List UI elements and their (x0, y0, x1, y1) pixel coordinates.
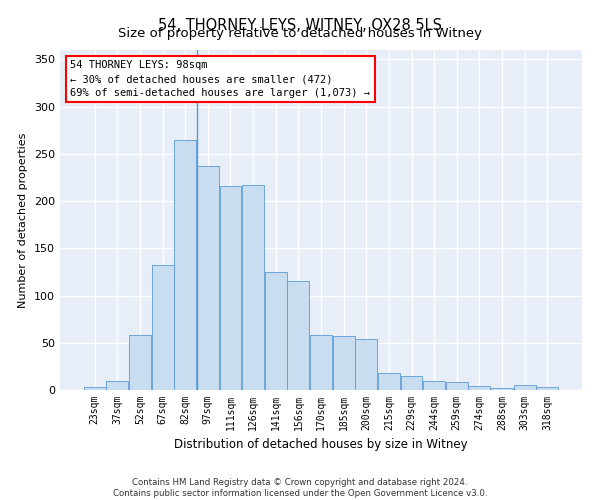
Bar (355, 339, 377, 390)
Bar (84, 387, 106, 390)
Bar (174, 140, 196, 390)
Bar (265, 272, 287, 390)
Text: Size of property relative to detached houses in Witney: Size of property relative to detached ho… (118, 28, 482, 40)
Text: 54 THORNEY LEYS: 98sqm
← 30% of detached houses are smaller (472)
69% of semi-de: 54 THORNEY LEYS: 98sqm ← 30% of detached… (70, 60, 370, 98)
Text: Contains HM Land Registry data © Crown copyright and database right 2024.
Contai: Contains HM Land Registry data © Crown c… (113, 478, 487, 498)
Bar (197, 166, 219, 390)
Bar (152, 266, 173, 390)
Y-axis label: Number of detached properties: Number of detached properties (19, 132, 28, 308)
Bar (446, 382, 468, 390)
Bar (129, 335, 151, 390)
Bar (287, 282, 310, 390)
Bar (536, 387, 558, 390)
Bar (106, 380, 128, 390)
Bar (401, 376, 422, 390)
Text: 54, THORNEY LEYS, WITNEY, OX28 5LS: 54, THORNEY LEYS, WITNEY, OX28 5LS (158, 18, 442, 32)
Bar (310, 335, 332, 390)
Bar (332, 336, 355, 390)
Bar (242, 185, 264, 390)
Bar (491, 388, 513, 390)
Bar (514, 386, 536, 390)
Bar (469, 386, 490, 390)
Bar (220, 186, 241, 390)
Bar (423, 380, 445, 390)
X-axis label: Distribution of detached houses by size in Witney: Distribution of detached houses by size … (174, 438, 468, 452)
Bar (378, 373, 400, 390)
